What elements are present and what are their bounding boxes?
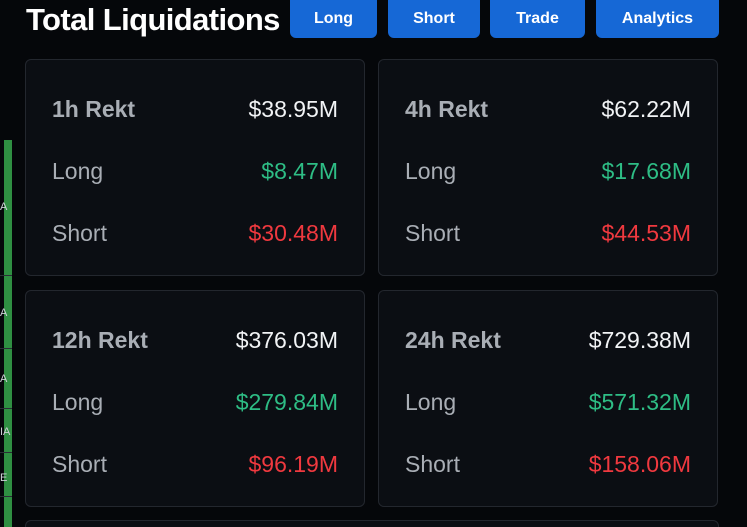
short-label: Short (405, 450, 460, 477)
next-card-partial (25, 520, 719, 527)
short-label: Short (52, 219, 107, 246)
side-row-divider (0, 496, 12, 497)
short-value: $44.53M (601, 219, 691, 246)
liquidation-card-24h: 24h Rekt $729.38M Long $571.32M Short $1… (378, 290, 718, 507)
side-row-divider (0, 275, 12, 276)
analytics-button[interactable]: Analytics (596, 0, 719, 38)
side-row-divider (0, 348, 12, 349)
period-label: 4h Rekt (405, 95, 489, 122)
page-title: Total Liquidations (26, 2, 280, 37)
card-total-row: 4h Rekt $62.22M (405, 94, 691, 124)
short-value: $96.19M (248, 450, 338, 477)
period-label: 24h Rekt (405, 326, 501, 353)
long-value: $8.47M (261, 157, 338, 184)
liquidation-card-4h: 4h Rekt $62.22M Long $17.68M Short $44.5… (378, 59, 718, 276)
period-label: 12h Rekt (52, 326, 148, 353)
long-value: $17.68M (601, 157, 691, 184)
total-value: $38.95M (248, 95, 338, 122)
long-label: Long (405, 157, 457, 184)
short-value: $158.06M (588, 450, 691, 477)
card-short-row: Short $30.48M (52, 218, 338, 248)
card-short-row: Short $158.06M (405, 449, 691, 479)
left-table-edge: A A A IA E (0, 0, 12, 527)
side-cell-text: A (0, 307, 8, 319)
side-cell-text: A (0, 373, 8, 385)
long-label: Long (405, 388, 457, 415)
card-total-row: 24h Rekt $729.38M (405, 325, 691, 355)
total-value: $62.22M (601, 95, 691, 122)
short-label: Short (405, 219, 460, 246)
short-button[interactable]: Short (388, 0, 480, 38)
side-highlight-bar (4, 140, 12, 527)
side-row-divider (0, 408, 12, 409)
side-cell-text: IA (0, 426, 11, 438)
side-cell-text: A (0, 201, 8, 213)
long-value: $279.84M (235, 388, 338, 415)
trade-button[interactable]: Trade (490, 0, 585, 38)
long-label: Long (52, 388, 104, 415)
total-value: $729.38M (588, 326, 691, 353)
long-button[interactable]: Long (290, 0, 377, 38)
card-total-row: 12h Rekt $376.03M (52, 325, 338, 355)
card-long-row: Long $8.47M (52, 156, 338, 186)
card-long-row: Long $17.68M (405, 156, 691, 186)
long-value: $571.32M (588, 388, 691, 415)
period-label: 1h Rekt (52, 95, 136, 122)
card-short-row: Short $96.19M (52, 449, 338, 479)
side-cell-text: E (0, 472, 8, 484)
card-long-row: Long $279.84M (52, 387, 338, 417)
short-label: Short (52, 450, 107, 477)
short-value: $30.48M (248, 219, 338, 246)
liquidation-card-12h: 12h Rekt $376.03M Long $279.84M Short $9… (25, 290, 365, 507)
card-total-row: 1h Rekt $38.95M (52, 94, 338, 124)
side-row-divider (0, 452, 12, 453)
liquidation-card-1h: 1h Rekt $38.95M Long $8.47M Short $30.48… (25, 59, 365, 276)
card-short-row: Short $44.53M (405, 218, 691, 248)
total-value: $376.03M (235, 326, 338, 353)
card-long-row: Long $571.32M (405, 387, 691, 417)
long-label: Long (52, 157, 104, 184)
